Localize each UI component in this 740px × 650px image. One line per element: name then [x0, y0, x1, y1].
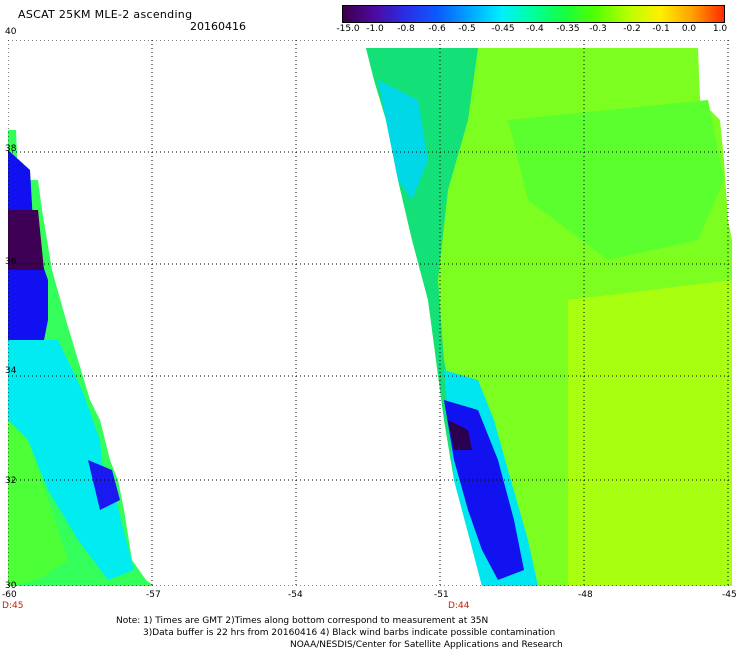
note-line-2: 3)Data buffer is 22 hrs from 20160416 4)…: [143, 628, 556, 638]
color-scale-label: -1.0: [366, 24, 384, 34]
product-date: 20160416: [190, 20, 246, 33]
lon-label-neg57: -57: [146, 590, 161, 600]
color-scale-label: -0.35: [556, 24, 580, 34]
color-scale-label: -0.4: [526, 24, 544, 34]
lon-label-neg51: -51: [434, 590, 449, 600]
note-line-1: Note: 1) Times are GMT 2)Times along bot…: [116, 616, 489, 626]
right-swath-core: [448, 420, 472, 450]
color-scale-label: -0.8: [397, 24, 415, 34]
lat-label-34: 34: [5, 366, 17, 376]
left-swath-transition: [8, 340, 134, 580]
left-swath-low-wind: [8, 420, 68, 586]
lat-label-40: 40: [5, 27, 17, 37]
color-scale-label: -0.5: [458, 24, 476, 34]
color-scale-label: -0.1: [652, 24, 670, 34]
color-scale-label: -0.6: [428, 24, 446, 34]
lon-label-neg60: -60: [2, 590, 17, 600]
color-scale-bar: [342, 5, 725, 23]
color-scale-label: -0.2: [623, 24, 641, 34]
color-scale-label: -0.45: [491, 24, 515, 34]
right-swath-light-wind: [568, 280, 732, 586]
wind-map-plot: [7, 39, 732, 587]
left-swath-core: [8, 210, 44, 270]
lon-label-neg54: -54: [288, 590, 303, 600]
lat-label-38: 38: [5, 144, 17, 154]
color-scale-label: -15.0: [336, 24, 360, 34]
color-scale-label: -0.3: [589, 24, 607, 34]
lat-label-30: 30: [5, 581, 17, 591]
lon-label-neg45: -45: [722, 590, 737, 600]
lat-label-32: 32: [5, 476, 17, 486]
right-swath-upper-region: [508, 100, 724, 260]
color-scale-gradient: [343, 6, 724, 22]
color-scale-label: 1.0: [712, 24, 728, 34]
note-line-3: NOAA/NESDIS/Center for Satellite Applica…: [290, 640, 563, 650]
lon-label-neg48: -48: [578, 590, 593, 600]
color-scale-swatches: [343, 6, 724, 22]
pass-time-right: D:44: [448, 601, 470, 611]
pass-time-left: D:45: [2, 601, 24, 611]
color-scale-label: 0.0: [681, 24, 697, 34]
left-swath-pocket: [88, 460, 120, 510]
right-swath-upper-pocket: [378, 80, 428, 200]
product-title: ASCAT 25KM MLE-2 ascending: [18, 8, 193, 21]
swath-map: [7, 39, 732, 587]
lat-label-36: 36: [5, 257, 17, 267]
